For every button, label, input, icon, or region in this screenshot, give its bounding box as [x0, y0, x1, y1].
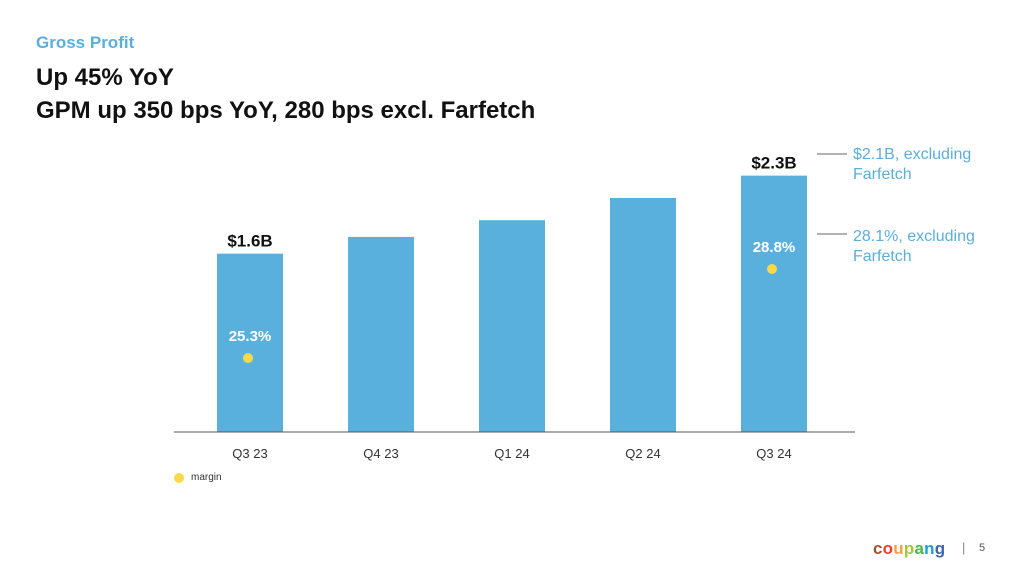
bar-q3-23	[217, 253, 283, 432]
footer-separator: |	[962, 540, 966, 555]
logo-letter: c	[873, 539, 883, 558]
headline-line-1: Up 45% YoY	[36, 64, 174, 91]
logo-letter: p	[903, 539, 915, 558]
page-number: 5	[979, 542, 986, 554]
annotation-line: Farfetch	[853, 248, 912, 265]
bar-q3-24	[741, 175, 807, 433]
coupang-logo: coupang	[873, 539, 945, 559]
annotation-line: Farfetch	[853, 166, 912, 183]
x-tick-label: Q2 24	[625, 446, 660, 461]
bar-q2-24	[610, 197, 676, 432]
x-tick-label: Q4 23	[363, 446, 398, 461]
legend-margin-label: margin	[191, 472, 222, 483]
margin-marker	[767, 264, 777, 274]
margin-marker	[243, 353, 253, 363]
logo-letter: a	[914, 539, 925, 558]
legend-margin-marker	[174, 472, 184, 483]
annotation-excl-farfetch-margin: 28.1%, excluding Farfetch	[853, 227, 975, 267]
bar-q1-24	[479, 220, 545, 432]
logo-letter: n	[924, 539, 935, 558]
x-tick-label: Q3 23	[232, 446, 267, 461]
bar-q4-23	[348, 236, 414, 432]
x-tick-label: Q1 24	[494, 446, 529, 461]
headline-line-2: GPM up 350 bps YoY, 280 bps excl. Farfet…	[36, 97, 536, 124]
logo-letter: u	[893, 539, 904, 558]
bar-value-label: $2.3B	[751, 154, 796, 173]
logo-letter: o	[882, 539, 894, 558]
bar-value-label: $1.6B	[227, 232, 272, 251]
annotation-line: $2.1B, excluding	[853, 146, 972, 163]
margin-value-label: 25.3%	[229, 328, 272, 345]
annotation-line: 28.1%, excluding	[853, 228, 975, 245]
x-tick-label: Q3 24	[756, 446, 791, 461]
section-label: Gross Profit	[36, 33, 135, 52]
logo-letter: g	[934, 539, 946, 558]
margin-value-label: 28.8%	[753, 239, 796, 256]
annotation-excl-farfetch-gp: $2.1B, excluding Farfetch	[853, 145, 971, 185]
chart-legend: margin	[174, 472, 222, 483]
